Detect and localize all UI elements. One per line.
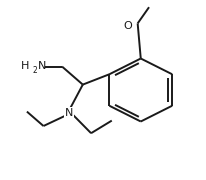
- Text: N: N: [38, 61, 46, 71]
- Text: N: N: [65, 107, 73, 118]
- Text: H: H: [21, 61, 29, 71]
- Text: O: O: [154, 5, 156, 6]
- Text: O: O: [123, 21, 132, 31]
- Text: 2: 2: [33, 66, 37, 75]
